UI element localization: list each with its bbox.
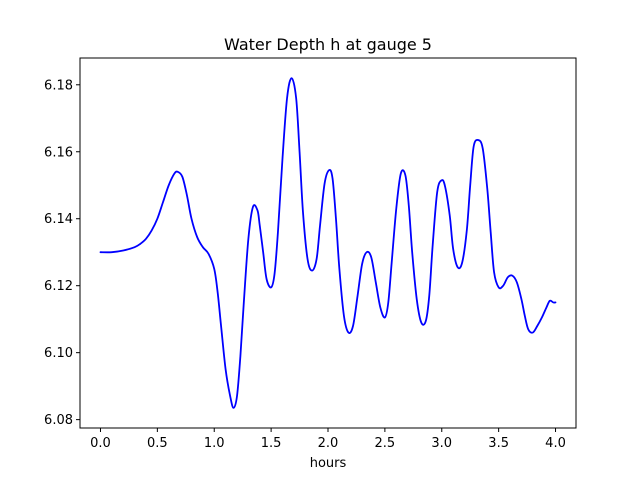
y-tick-label: 6.12 [44, 279, 73, 294]
y-tick-label: 6.10 [44, 346, 73, 361]
y-axis: 6.08 6.10 6.12 6.14 6.16 6.18 [44, 78, 80, 428]
x-tick-label: 4.0 [545, 436, 566, 451]
plot-area [99, 77, 557, 409]
plot-frame [79, 57, 577, 429]
x-tick-label: 2.0 [318, 436, 339, 451]
y-tick-label: 6.16 [44, 145, 73, 160]
y-tick-label: 6.14 [44, 212, 73, 227]
x-axis: 0.0 0.5 1.0 1.5 2.0 2.5 3.0 3.5 4.0 [90, 428, 566, 451]
x-tick-label: 1.0 [204, 436, 225, 451]
y-tick-label: 6.18 [44, 78, 73, 93]
x-tick-label: 0.5 [147, 436, 168, 451]
x-tick-label: 0.0 [90, 436, 111, 451]
x-axis-label: hours [310, 456, 347, 471]
water-depth-line [99, 77, 557, 409]
x-tick-label: 3.5 [488, 436, 509, 451]
chart-title: Water Depth h at gauge 5 [224, 35, 432, 54]
y-tick-label: 6.08 [44, 413, 73, 428]
x-tick-label: 1.5 [261, 436, 282, 451]
x-tick-label: 2.5 [375, 436, 396, 451]
x-tick-label: 3.0 [431, 436, 452, 451]
